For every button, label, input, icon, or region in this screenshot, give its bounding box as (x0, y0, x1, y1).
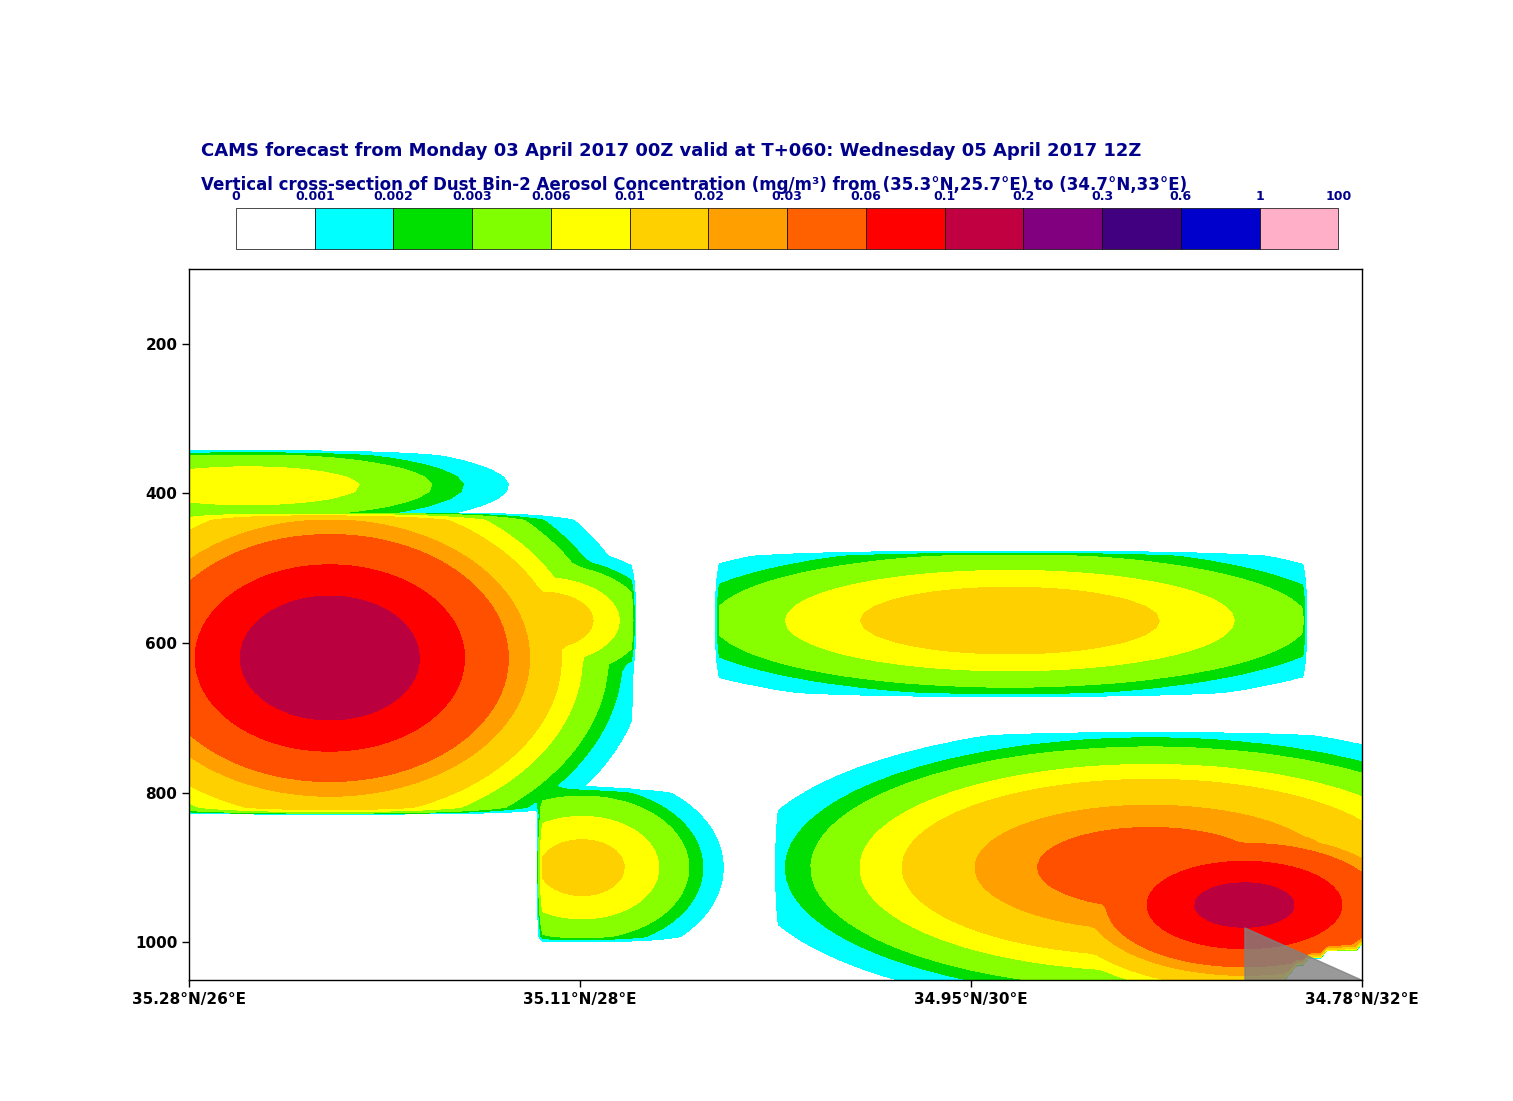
Bar (1259, 208, 1339, 249)
Text: 0.003: 0.003 (452, 189, 492, 203)
Text: 0.6: 0.6 (1170, 189, 1192, 203)
Bar (551, 208, 629, 249)
Bar (236, 208, 315, 249)
Text: 1: 1 (1256, 189, 1263, 203)
Text: 0.03: 0.03 (772, 189, 802, 203)
Bar (1101, 208, 1180, 249)
Text: 0.002: 0.002 (374, 189, 413, 203)
Text: CAMS forecast from Monday 03 April 2017 00Z valid at T+060: Wednesday 05 April 2: CAMS forecast from Monday 03 April 2017 … (201, 142, 1141, 160)
Bar (944, 208, 1023, 249)
Text: 0.001: 0.001 (295, 189, 334, 203)
Bar (708, 208, 787, 249)
Text: 0.2: 0.2 (1012, 189, 1035, 203)
Text: 0.3: 0.3 (1091, 189, 1114, 203)
Bar (393, 208, 472, 249)
Text: 0.006: 0.006 (531, 189, 570, 203)
Text: 0.02: 0.02 (693, 189, 723, 203)
Bar (787, 208, 865, 249)
Text: 0.06: 0.06 (850, 189, 881, 203)
Text: 0: 0 (231, 189, 241, 203)
Bar (865, 208, 944, 249)
Text: 0.01: 0.01 (614, 189, 645, 203)
Text: 100: 100 (1325, 189, 1351, 203)
Text: Vertical cross-section of Dust Bin-2 Aerosol Concentration (mg/m³) from (35.3°N,: Vertical cross-section of Dust Bin-2 Aer… (201, 176, 1188, 194)
Bar (1180, 208, 1259, 249)
Text: 0.1: 0.1 (934, 189, 956, 203)
Bar (315, 208, 393, 249)
Bar (629, 208, 708, 249)
Bar (472, 208, 551, 249)
Bar (1023, 208, 1101, 249)
